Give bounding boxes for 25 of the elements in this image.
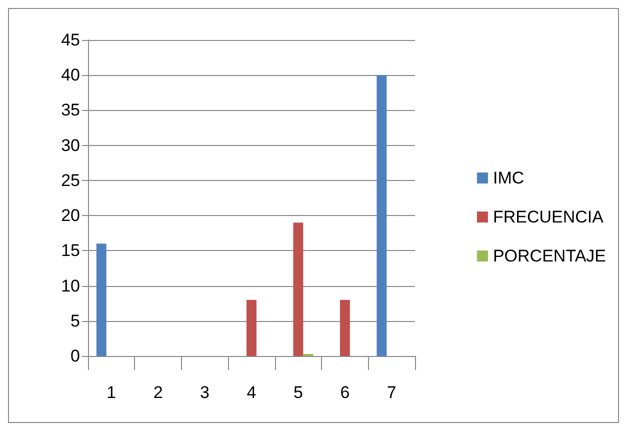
y-tick-label: 5	[70, 311, 80, 330]
y-tick-label: 40	[61, 66, 80, 85]
x-tick-label: 6	[340, 383, 350, 402]
x-tick-label: 5	[293, 383, 303, 402]
y-tick-label: 10	[61, 276, 80, 296]
y-tick-label: 0	[70, 346, 80, 366]
x-tick-label: 1	[106, 383, 116, 402]
legend-label: PORCENTAJE	[492, 246, 606, 266]
legend-label: FRECUENCIA	[492, 208, 604, 226]
legend-label: IMC	[492, 168, 524, 188]
bar	[246, 300, 256, 356]
bar	[376, 75, 387, 356]
x-tick-label: 7	[386, 383, 396, 402]
x-tick-label: 2	[153, 383, 163, 402]
y-tick-label: 35	[61, 100, 80, 120]
x-tick-label: 3	[200, 383, 210, 402]
y-tick-label: 20	[61, 206, 80, 226]
y-tick-label: 45	[61, 30, 80, 50]
bar	[340, 300, 350, 356]
bar	[96, 244, 106, 356]
bar	[293, 222, 304, 356]
y-tick-label: 30	[61, 136, 80, 155]
y-tick-label: 15	[61, 241, 80, 260]
x-tick-label: 4	[246, 383, 256, 402]
y-tick-label: 25	[61, 170, 80, 190]
